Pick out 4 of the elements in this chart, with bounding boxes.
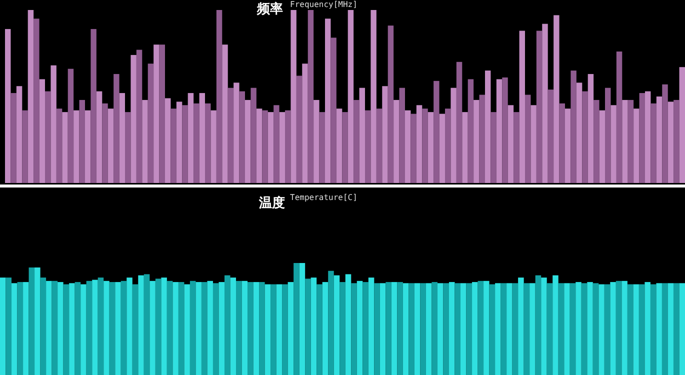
chart-title: 频率 [256, 1, 283, 17]
chart-subtitle: Temperature[C] [290, 193, 358, 202]
chart-subtitle: Frequency[MHz] [290, 0, 358, 9]
chart-title: 温度 [258, 195, 285, 211]
